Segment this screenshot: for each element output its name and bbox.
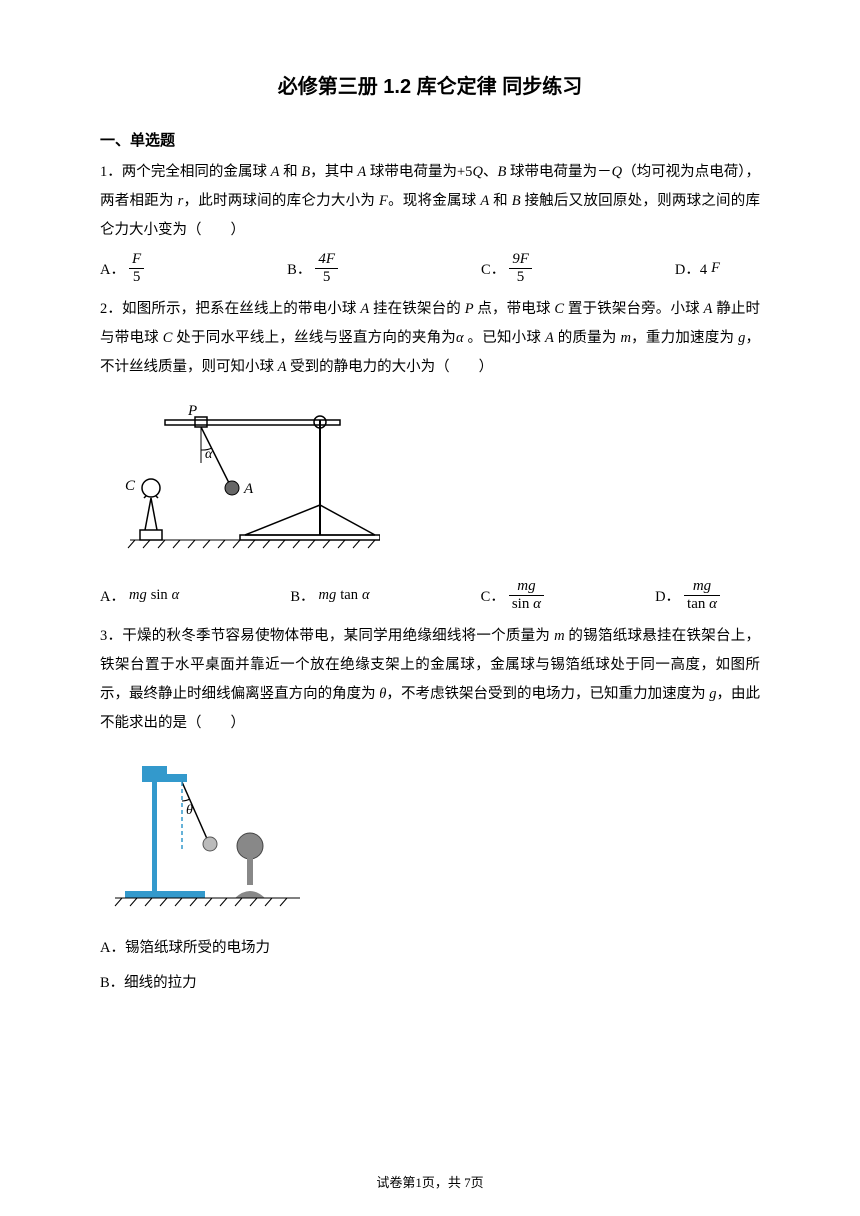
question-2-diagram: P α A C [100,390,760,570]
q2-option-c: C． mgsin α [481,578,544,612]
q3-option-b: B．细线的拉力 [100,969,760,998]
label-C: C [125,478,136,494]
page-title: 必修第三册 1.2 库仑定律 同步练习 [100,70,760,99]
label-alpha: α [205,447,213,462]
question-2-options: A．mg sin α B．mg tan α C． mgsin α D． mgta… [100,578,760,612]
q1-option-a: A． F5 [100,251,144,285]
q2-option-d: D． mgtan α [655,578,720,612]
q1-option-c: C． 9F5 [481,251,532,285]
question-3-text: 3．干燥的秋冬季节容易使物体带电，某同学用绝缘细线将一个质量为 m 的锡箔纸球悬… [100,622,760,738]
section-header: 一、单选题 [100,129,760,150]
q3-option-a: A．锡箔纸球所受的电场力 [100,934,760,963]
page-footer: 试卷第1页，共 7页 [0,1172,860,1191]
question-3-diagram: θ [100,746,760,926]
question-2-text: 2．如图所示，把系在丝线上的带电小球 A 挂在铁架台的 P 点，带电球 C 置于… [100,295,760,382]
question-3-options: A．锡箔纸球所受的电场力 B．细线的拉力 [100,934,760,998]
question-1-text: 1．两个完全相同的金属球 A 和 B，其中 A 球带电荷量为+5Q、B 球带电荷… [100,158,760,245]
q2-option-a: A．mg sin α [100,578,179,612]
q1-option-d: D．4F [675,251,720,285]
label-A: A [243,481,254,497]
q2-option-b: B．mg tan α [290,578,369,612]
label-theta: θ [186,803,193,818]
question-1-options: A． F5 B． 4F5 C． 9F5 D．4F [100,251,760,285]
label-P: P [187,403,197,419]
q1-option-b: B． 4F5 [287,251,338,285]
